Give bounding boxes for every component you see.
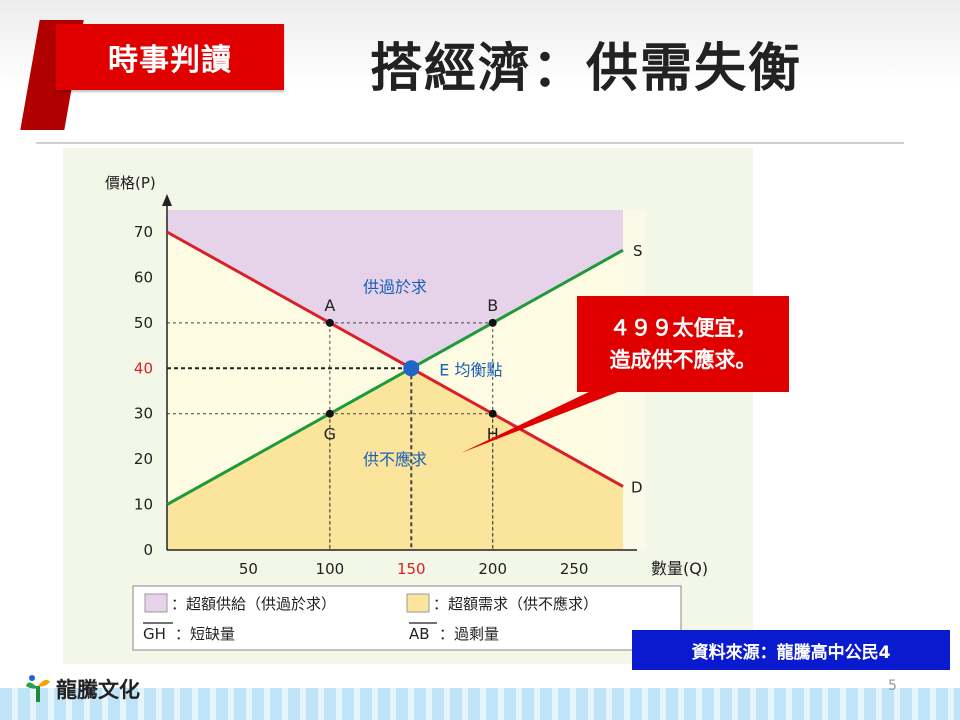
title-divider	[36, 142, 904, 144]
legend-swatch-shortage	[406, 593, 430, 613]
point-label: E 均衡點	[439, 360, 502, 379]
surplus-area	[167, 210, 623, 369]
data-point	[488, 318, 497, 327]
legend-text: ：過剩量	[439, 625, 499, 643]
x-tick-label: 200	[478, 560, 507, 578]
demand-line	[166, 230, 624, 488]
data-point	[325, 318, 334, 327]
y-tick-label: 50	[134, 314, 153, 332]
x-tick-label: 100	[316, 560, 345, 578]
y-tick-label: 30	[134, 405, 153, 423]
x-tick-label: 50	[239, 560, 258, 578]
y-tick-label: 10	[134, 496, 153, 514]
legend-text: ：超額需求（供不應求）	[433, 595, 598, 613]
x-axis-title: 數量(Q)	[651, 559, 708, 578]
y-tick-label: 60	[134, 268, 153, 286]
source-label: 資料來源：龍騰高中公民4	[632, 630, 950, 670]
y-axis-title: 價格(P)	[105, 174, 156, 192]
data-point	[488, 409, 497, 418]
page-number: 5	[888, 678, 897, 694]
y-tick-label: 70	[134, 223, 153, 241]
slide-title: 搭經濟：供需失衡	[370, 39, 803, 99]
publisher-logo: 龍騰文化	[24, 674, 140, 704]
footer-strip	[0, 688, 960, 720]
demand-label: D	[631, 478, 643, 496]
point-label: G	[324, 425, 336, 444]
logo-text: 龍騰文化	[56, 678, 140, 702]
x-tick-label: 150	[397, 560, 426, 578]
callout-line-2: 造成供不應求。	[609, 348, 757, 372]
y-tick-label: 40	[134, 359, 153, 377]
y-tick-label: 20	[134, 450, 153, 468]
x-tick-label: 250	[560, 560, 589, 578]
sprout-icon	[26, 675, 50, 702]
equilibrium-point	[403, 360, 420, 377]
legend-symbol-ab: AB	[409, 625, 430, 643]
legend-swatch-surplus	[144, 593, 168, 613]
y-tick-label: 0	[143, 541, 153, 559]
supply-label: S	[633, 242, 643, 260]
callout-line-1: ４９９太便宜，	[609, 316, 757, 340]
callout-pointer	[461, 390, 623, 453]
legend-text: ：超額供給（供過於求）	[171, 595, 336, 613]
y-axis-arrow	[162, 194, 172, 206]
supply-line	[166, 248, 624, 506]
legend-text: ：短缺量	[175, 625, 235, 643]
point-label: B	[487, 296, 498, 315]
section-tag: 時事判讀	[56, 24, 284, 90]
shortage-area	[167, 368, 623, 550]
point-label: A	[324, 296, 335, 315]
chart-panel: S D 0 10 20 30 40 50 60 70 50 100 150 200 250 價格(P) 數量(Q…	[63, 148, 753, 664]
data-point	[325, 409, 334, 418]
callout-box: ４９９太便宜， 造成供不應求。	[577, 296, 789, 392]
surplus-annotation: 供過於求	[363, 278, 427, 297]
shortage-annotation: 供不應求	[363, 450, 427, 469]
legend-symbol-gh: GH	[143, 625, 166, 643]
supply-demand-chart: S D 0 10 20 30 40 50 60 70 50 100 150 200 250 價格(P) 數量(Q…	[105, 174, 708, 651]
